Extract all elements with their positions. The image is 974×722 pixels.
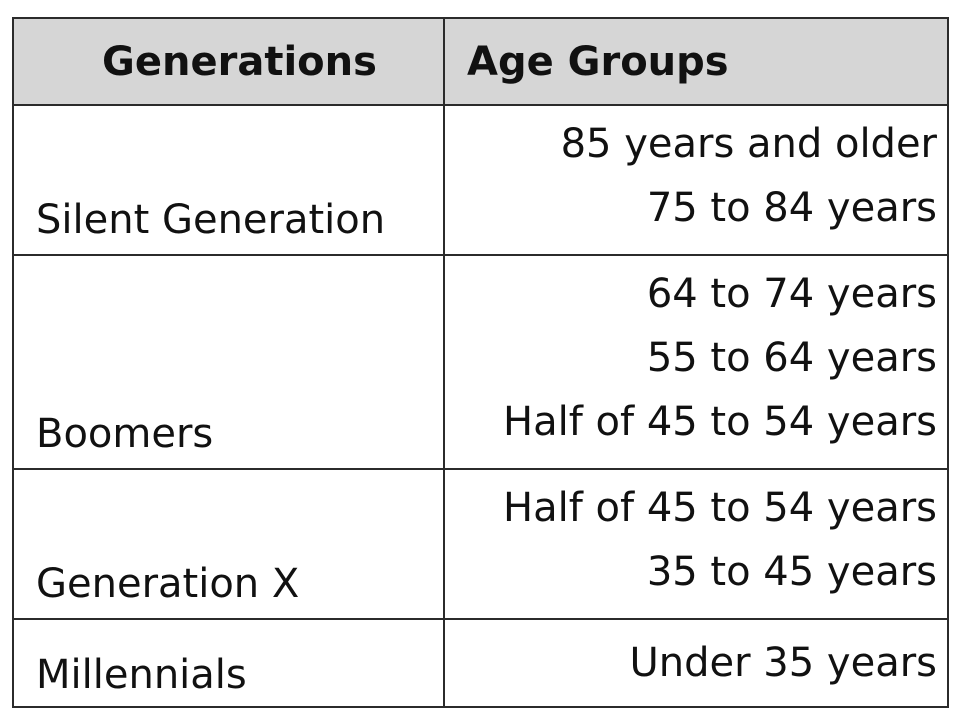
age-group-item: 35 to 45 years: [646, 549, 937, 595]
age-group-item: 85 years and older: [560, 121, 937, 167]
table-row: Boomers 64 to 74 years 55 to 64 years Ha…: [14, 256, 947, 470]
age-group-item: Half of 45 to 54 years: [503, 485, 937, 531]
age-group-item: Half of 45 to 54 years: [503, 399, 937, 445]
header-generations: Generations: [14, 19, 445, 104]
table-row: Millennials Under 35 years: [14, 620, 947, 706]
age-group-item: 55 to 64 years: [646, 335, 937, 381]
age-groups-cell: Half of 45 to 54 years 35 to 45 years: [445, 470, 947, 618]
table-row: Generation X Half of 45 to 54 years 35 t…: [14, 470, 947, 620]
age-group-item: 75 to 84 years: [646, 185, 937, 231]
age-groups-cell: 85 years and older 75 to 84 years: [445, 106, 947, 254]
table-header-row: Generations Age Groups: [14, 19, 947, 106]
header-age-groups: Age Groups: [467, 38, 729, 85]
generation-cell: Silent Generation: [14, 106, 445, 254]
age-group-item: 64 to 74 years: [646, 271, 937, 317]
age-groups-cell: Under 35 years: [445, 620, 947, 706]
generation-cell: Generation X: [14, 470, 445, 618]
age-groups-cell: 64 to 74 years 55 to 64 years Half of 45…: [445, 256, 947, 468]
table-row: Silent Generation 85 years and older 75 …: [14, 106, 947, 256]
generation-cell: Boomers: [14, 256, 445, 468]
generations-table: Generations Age Groups Silent Generation…: [12, 17, 949, 708]
generation-cell: Millennials: [14, 620, 445, 706]
age-group-item: Under 35 years: [629, 640, 937, 686]
